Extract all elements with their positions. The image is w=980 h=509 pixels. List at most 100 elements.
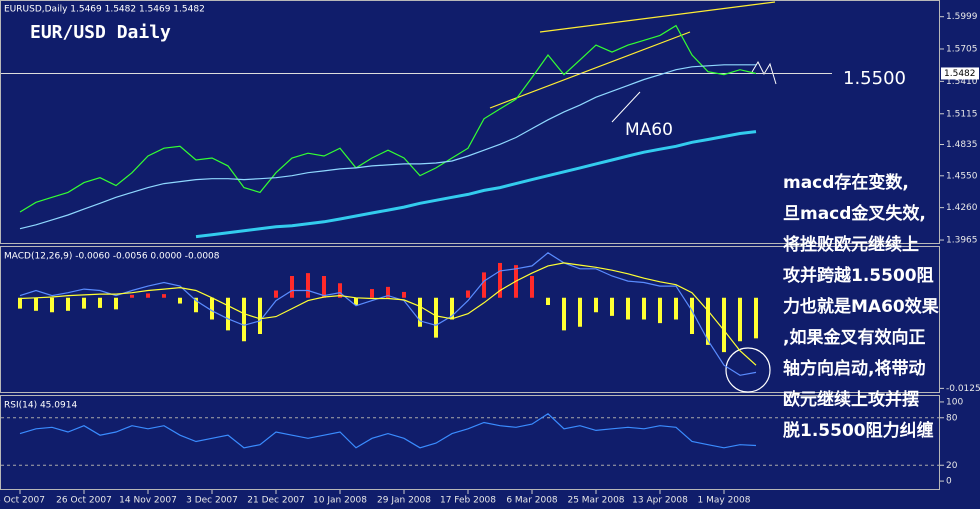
- histogram-bar: [210, 297, 214, 320]
- pointer: [611, 91, 641, 123]
- x-tick-label: 14 Nov 2007: [119, 496, 177, 506]
- panel-frames: [0, 0, 940, 490]
- histogram-bar: [386, 286, 390, 298]
- histogram-bar: [146, 293, 150, 298]
- histogram-bar: [178, 297, 182, 304]
- comment-line: 攻并跨越1.5500阻: [783, 265, 934, 286]
- y-tick-label: 0: [946, 477, 952, 487]
- histogram-bar: [546, 297, 550, 305]
- histogram-bar: [578, 297, 582, 327]
- comment-line: 将挫败欧元继续上: [783, 234, 919, 255]
- histogram-bar: [658, 297, 662, 324]
- price-label: 1.5482: [944, 69, 976, 79]
- rsi-panel: [0, 395, 940, 490]
- histogram-bar: [82, 297, 86, 309]
- histogram-bar: [114, 297, 118, 310]
- y-tick-label: 100: [946, 397, 963, 407]
- comment-line: 脱1.5500阻力纠缠: [783, 420, 934, 441]
- comment-line: 欧元继续上攻并摆: [783, 389, 919, 410]
- series-line: [19, 262, 757, 366]
- x-tick-label: 25 Mar 2008: [567, 496, 624, 506]
- price-panel: [0, 0, 940, 244]
- annotation: MA60: [625, 120, 673, 140]
- x-tick-label: 10 Jan 2008: [313, 496, 367, 506]
- histogram-bar: [530, 276, 534, 298]
- histogram-bar: [98, 297, 102, 308]
- comment-line: 力也就是MA60效果: [783, 296, 939, 317]
- histogram-bar: [722, 297, 726, 353]
- histogram-bar: [34, 297, 38, 311]
- y-tick-label: 1.4260: [946, 203, 978, 213]
- histogram-bar: [466, 290, 470, 298]
- comment-line: ,如果金叉有效向正: [783, 327, 925, 348]
- y-tick-label: -0.0125: [946, 384, 980, 394]
- x-tick-label: 17 Feb 2008: [440, 496, 496, 506]
- histogram-bar: [674, 297, 678, 320]
- comment-line: 旦macd金叉失效,: [783, 203, 926, 224]
- x-tick-label: 26 Oct 2007: [56, 496, 112, 506]
- trendline: [489, 31, 691, 109]
- histogram-bar: [258, 297, 262, 334]
- histogram-bar: [18, 297, 22, 309]
- histogram-bar: [306, 273, 310, 298]
- series-line: [195, 130, 757, 239]
- histogram-bar: [594, 297, 598, 313]
- histogram-bar: [162, 294, 166, 298]
- series-line: [19, 252, 757, 376]
- histogram-bar: [66, 297, 70, 311]
- histogram-bar: [402, 291, 406, 298]
- x-tick-label: 13 Apr 2008: [632, 496, 688, 506]
- series-line: [19, 64, 756, 230]
- comment-line: macd存在变数,: [783, 172, 909, 193]
- trendline: [539, 1, 776, 33]
- histogram-bar: [626, 297, 630, 320]
- histogram-bar: [482, 272, 486, 298]
- highlight-circle: [725, 347, 771, 393]
- histogram-bar: [610, 297, 614, 316]
- trendlines: [489, 1, 776, 109]
- histogram-bar: [354, 297, 358, 305]
- x-tick-label: 8 Oct 2007: [0, 496, 45, 506]
- y-tick-label: 1.5999: [946, 12, 978, 22]
- histogram-bar: [738, 297, 742, 342]
- series-line: [19, 413, 757, 449]
- histogram-bar: [562, 297, 566, 331]
- macd-header: MACD(12,26,9) -0.0060 -0.0056 0.0000 -0.…: [4, 252, 220, 262]
- histogram-bar: [754, 297, 758, 339]
- y-tick-label: 20: [946, 461, 958, 471]
- histogram-bar: [290, 276, 294, 298]
- y-tick-label: 1.5115: [946, 109, 978, 119]
- comment-line: 轴方向启动,将带动: [783, 358, 925, 379]
- symbol-header: EURUSD,Daily 1.5469 1.5482 1.5469 1.5482: [4, 5, 205, 15]
- histogram-bar: [322, 276, 326, 298]
- x-tick-label: 3 Dec 2007: [186, 496, 238, 506]
- price-box: [941, 67, 979, 80]
- y-tick-label: 1.4550: [946, 171, 978, 181]
- x-tick-label: 6 Mar 2008: [506, 496, 558, 506]
- y-tick-label: 1.3965: [946, 236, 978, 246]
- histogram-bar: [338, 283, 342, 298]
- histogram-bar: [450, 297, 454, 320]
- histogram-bar: [50, 297, 54, 313]
- histogram-bar: [274, 290, 278, 298]
- histogram-bar: [242, 297, 246, 342]
- histogram-bar: [642, 297, 646, 320]
- y-tick-label: 1.5410: [946, 77, 978, 87]
- x-tick-label: 21 Dec 2007: [247, 496, 305, 506]
- histogram-bar: [690, 297, 694, 334]
- histogram-bar: [226, 297, 230, 331]
- histogram-bar: [370, 289, 374, 298]
- histogram-bar: [706, 297, 710, 345]
- series-line: [19, 24, 757, 213]
- y-tick-label: 1.4835: [946, 140, 978, 150]
- x-tick-label: 1 May 2008: [698, 496, 751, 506]
- y-tick-label: 1.5705: [946, 44, 978, 54]
- y-tick-label: 80: [946, 413, 958, 423]
- histogram-bar: [418, 297, 422, 327]
- histogram-bar: [498, 262, 502, 298]
- histogram-bar: [194, 297, 198, 313]
- histogram-bar: [434, 297, 438, 338]
- annotation: 1.5500: [843, 68, 906, 89]
